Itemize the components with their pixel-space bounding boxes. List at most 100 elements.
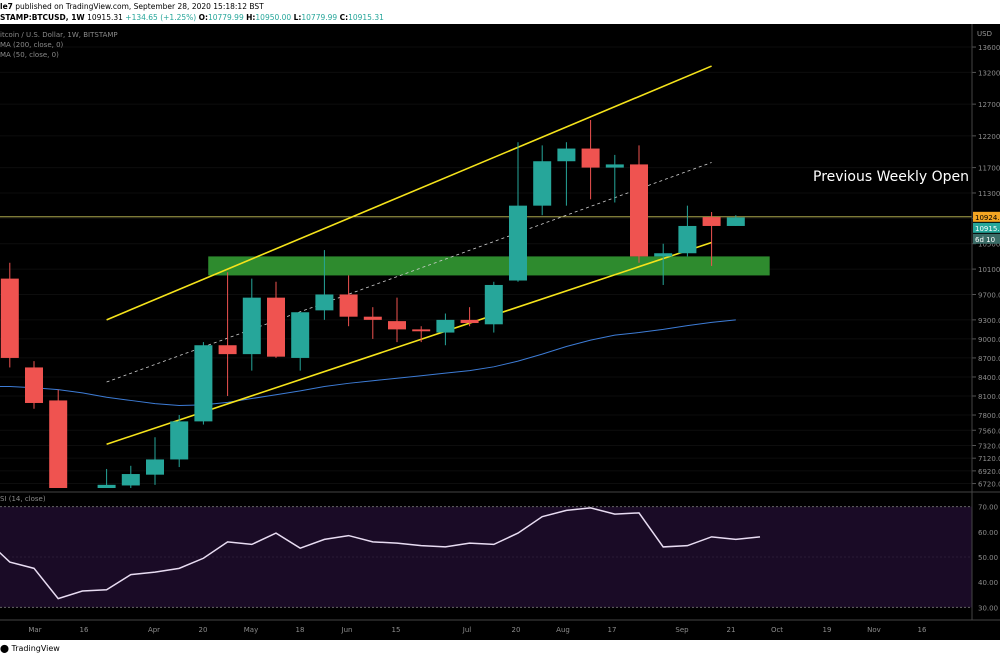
rsi-line	[0, 507, 761, 600]
time-tick-label: Apr	[148, 626, 160, 634]
rsi-legend: SI (14, close)	[0, 495, 46, 503]
candle-body-down	[363, 316, 382, 320]
candle-body-up	[509, 205, 527, 281]
rsi-tick-label: 70.00	[978, 504, 998, 512]
price-tick-label: 7560.00	[978, 427, 1000, 435]
ma50-line	[0, 319, 736, 407]
price-tag-label: 10924.3	[975, 214, 1000, 222]
time-tick-label: Oct	[771, 626, 783, 634]
candle-body-down	[630, 164, 648, 257]
candle-body-down	[412, 329, 431, 332]
price-tick-label: 9000.00	[978, 336, 1000, 344]
rsi-tick-label: 30.00	[978, 604, 998, 612]
time-tick-label: May	[244, 626, 258, 634]
price-tick-label: 8400.00	[978, 374, 1000, 382]
candle-body-up	[484, 284, 503, 325]
legend-ma200: MA (200, close, 0)	[0, 41, 64, 49]
chart-legend: itcoin / U.S. Dollar, 1W, BITSTAMP MA (2…	[0, 30, 118, 60]
support-zone	[208, 256, 770, 276]
price-tick-label: 7120.00	[978, 455, 1000, 463]
candle-body-up	[654, 253, 673, 257]
price-tick-label: 6920.00	[978, 468, 1000, 476]
price-tick-label: 8100.00	[978, 393, 1000, 401]
high-value: 10950.00	[255, 13, 292, 22]
currency-label: USD	[977, 30, 992, 38]
chart-header: le7 published on TradingView.com, Septem…	[0, 0, 1000, 24]
price-tag	[973, 211, 1000, 222]
price-tag-label: 10915.3	[975, 225, 1000, 233]
candle-body-up	[533, 161, 552, 206]
previous-weekly-open-label: Previous Weekly Open	[813, 169, 969, 185]
candle-body-down	[702, 217, 721, 226]
time-tick-label: 15	[392, 626, 401, 634]
candle-body-down	[0, 278, 19, 358]
candle-body-down	[581, 148, 600, 168]
price-tick-label: 12200.00	[978, 133, 1000, 141]
footer: ⬤ TradingView	[0, 640, 1000, 660]
open-value: 10779.99	[207, 13, 244, 22]
price-tick-label: 13600.00	[978, 44, 1000, 52]
candle-body-up	[726, 217, 745, 226]
candle-body-up	[121, 474, 140, 486]
time-tick-label: 16	[80, 626, 89, 634]
candle-body-down	[267, 297, 285, 357]
legend-title: itcoin / U.S. Dollar, 1W, BITSTAMP	[0, 31, 118, 39]
time-tick-label: 17	[608, 626, 617, 634]
price-tick-label: 12700.00	[978, 101, 1000, 109]
tradingview-logo: ⬤ TradingView	[0, 644, 60, 653]
price-tag	[973, 233, 1000, 244]
price-change: +134.65 (+1.25%)	[125, 13, 197, 22]
candle-body-up	[678, 225, 697, 254]
candle-body-up	[557, 148, 576, 162]
price-tag-label: 6d 10	[975, 236, 995, 244]
candle-body-down	[25, 367, 43, 403]
price-chart[interactable]: 70.00 60.00 50.00 40.00 30.00 13600.00 13200.…	[0, 24, 1000, 640]
candle-body-down	[388, 321, 406, 330]
candle-body-down	[460, 319, 479, 324]
price-tick-label: 11300.00	[978, 190, 1000, 198]
price-tick-label: 10100.00	[978, 266, 1000, 274]
candle-body-up	[315, 294, 334, 311]
legend-ma50: MA (50, close, 0)	[0, 51, 59, 59]
price-tick-label: 11700.00	[978, 165, 1000, 173]
rsi-tick-label: 40.00	[978, 579, 998, 587]
candle-body-up	[97, 484, 116, 488]
rsi-tick-label: 50.00	[978, 554, 998, 562]
time-tick-label: Aug	[556, 626, 570, 634]
time-tick-label: 21	[727, 626, 736, 634]
price-tick-label: 7800.00	[978, 412, 1000, 420]
price-tick-label: 9300.00	[978, 317, 1000, 325]
candle-body-up	[436, 319, 455, 333]
last-price: 10915.31	[87, 13, 123, 22]
candle-body-down	[49, 400, 68, 488]
price-tick-label: 6720.00	[978, 481, 1000, 489]
symbol: STAMP:BTCUSD, 1W	[0, 13, 85, 22]
time-tick-label: Jun	[341, 626, 353, 634]
time-tick-label: 18	[296, 626, 305, 634]
candle-body-down	[339, 294, 358, 317]
price-tick-label: 10500.00	[978, 241, 1000, 249]
price-tick-label: 9700.00	[978, 291, 1000, 299]
time-tick-label: Nov	[867, 626, 881, 634]
time-tick-label: Mar	[28, 626, 41, 634]
time-tick-label: 20	[199, 626, 208, 634]
low-value: 10779.99	[301, 13, 338, 22]
time-tick-label: Sep	[675, 626, 689, 634]
price-tick-label: 7320.00	[978, 442, 1000, 450]
time-tick-label: 20	[512, 626, 521, 634]
candle-body-up	[291, 312, 310, 358]
candle-body-up	[194, 345, 213, 422]
symbol-ohlc: STAMP:BTCUSD, 1W 10915.31 +134.65 (+1.25…	[0, 13, 384, 22]
price-tag	[973, 222, 1000, 233]
rsi-tick-label: 60.00	[978, 529, 998, 537]
price-tick-label: 8700.00	[978, 355, 1000, 363]
close-value: 10915.31	[348, 13, 384, 22]
rsi-band	[0, 506, 972, 608]
channel-upper-line	[106, 65, 712, 321]
candle-body-up	[242, 297, 261, 355]
candle-body-up	[605, 164, 624, 168]
candle-body-down	[218, 345, 237, 355]
candle-body-up	[170, 421, 189, 460]
time-tick-label: 16	[918, 626, 927, 634]
price-tick-label: 13200.00	[978, 69, 1000, 77]
